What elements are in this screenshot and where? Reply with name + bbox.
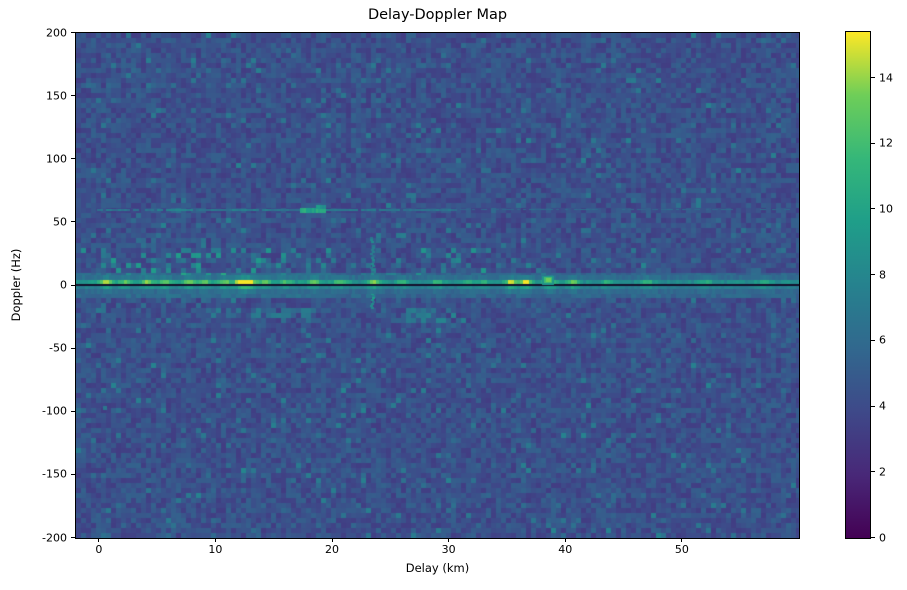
y-tick-mark — [71, 537, 75, 538]
y-tick-mark — [71, 410, 75, 412]
x-tick-mark — [98, 538, 100, 542]
colorbar-tick-label: 10 — [879, 202, 893, 216]
x-tick-label: 0 — [95, 543, 103, 556]
y-tick-label: 200 — [46, 26, 67, 39]
colorbar-tick-mark — [871, 537, 875, 538]
colorbar-tick-mark — [871, 77, 875, 78]
colorbar-tick-label: 8 — [879, 268, 886, 282]
colorbar-tick-mark — [871, 274, 875, 276]
x-axis-label: Delay (km) — [405, 561, 470, 575]
x-tick-label: 30 — [441, 543, 456, 556]
y-tick-label: 0 — [60, 278, 67, 292]
y-tick-label: 100 — [46, 152, 67, 166]
colorbar-tick-mark — [871, 339, 875, 341]
colorbar-tick-mark — [871, 471, 875, 473]
x-tick-mark — [681, 538, 683, 542]
y-tick-mark — [71, 95, 75, 97]
y-tick-mark — [71, 473, 75, 475]
colorbar — [845, 31, 871, 539]
y-tick-mark — [71, 284, 75, 286]
heatmap-canvas — [76, 33, 799, 538]
x-tick-label: 50 — [674, 543, 689, 556]
x-tick-mark — [448, 538, 450, 542]
x-tick-label: 40 — [558, 543, 573, 556]
x-tick-mark — [214, 538, 216, 542]
colorbar-tick-label: 6 — [879, 333, 886, 347]
colorbar-tick-label: 0 — [879, 531, 886, 544]
y-tick-mark — [71, 32, 75, 33]
colorbar-tick-mark — [871, 142, 875, 144]
y-tick-label: 50 — [53, 215, 67, 229]
x-tick-mark — [564, 538, 566, 542]
plot-area — [75, 32, 800, 539]
y-tick-label: -50 — [49, 341, 67, 355]
x-tick-label: 10 — [208, 543, 223, 556]
colorbar-tick-mark — [871, 208, 875, 210]
colorbar-tick-label: 4 — [879, 399, 886, 413]
chart-title: Delay-Doppler Map — [367, 7, 508, 23]
colorbar-tick-mark — [871, 405, 875, 407]
x-tick-label: 20 — [325, 543, 340, 556]
colorbar-tick-label: 2 — [879, 465, 886, 479]
y-tick-label: 150 — [46, 89, 67, 103]
y-tick-label: -200 — [42, 531, 67, 544]
colorbar-tick-label: 12 — [879, 136, 893, 150]
y-tick-mark — [71, 221, 75, 223]
y-tick-mark — [71, 158, 75, 160]
colorbar-tick-label: 14 — [879, 71, 893, 84]
y-tick-mark — [71, 347, 75, 349]
x-tick-mark — [331, 538, 333, 542]
y-tick-label: -100 — [42, 404, 67, 418]
y-tick-label: -150 — [42, 467, 67, 481]
